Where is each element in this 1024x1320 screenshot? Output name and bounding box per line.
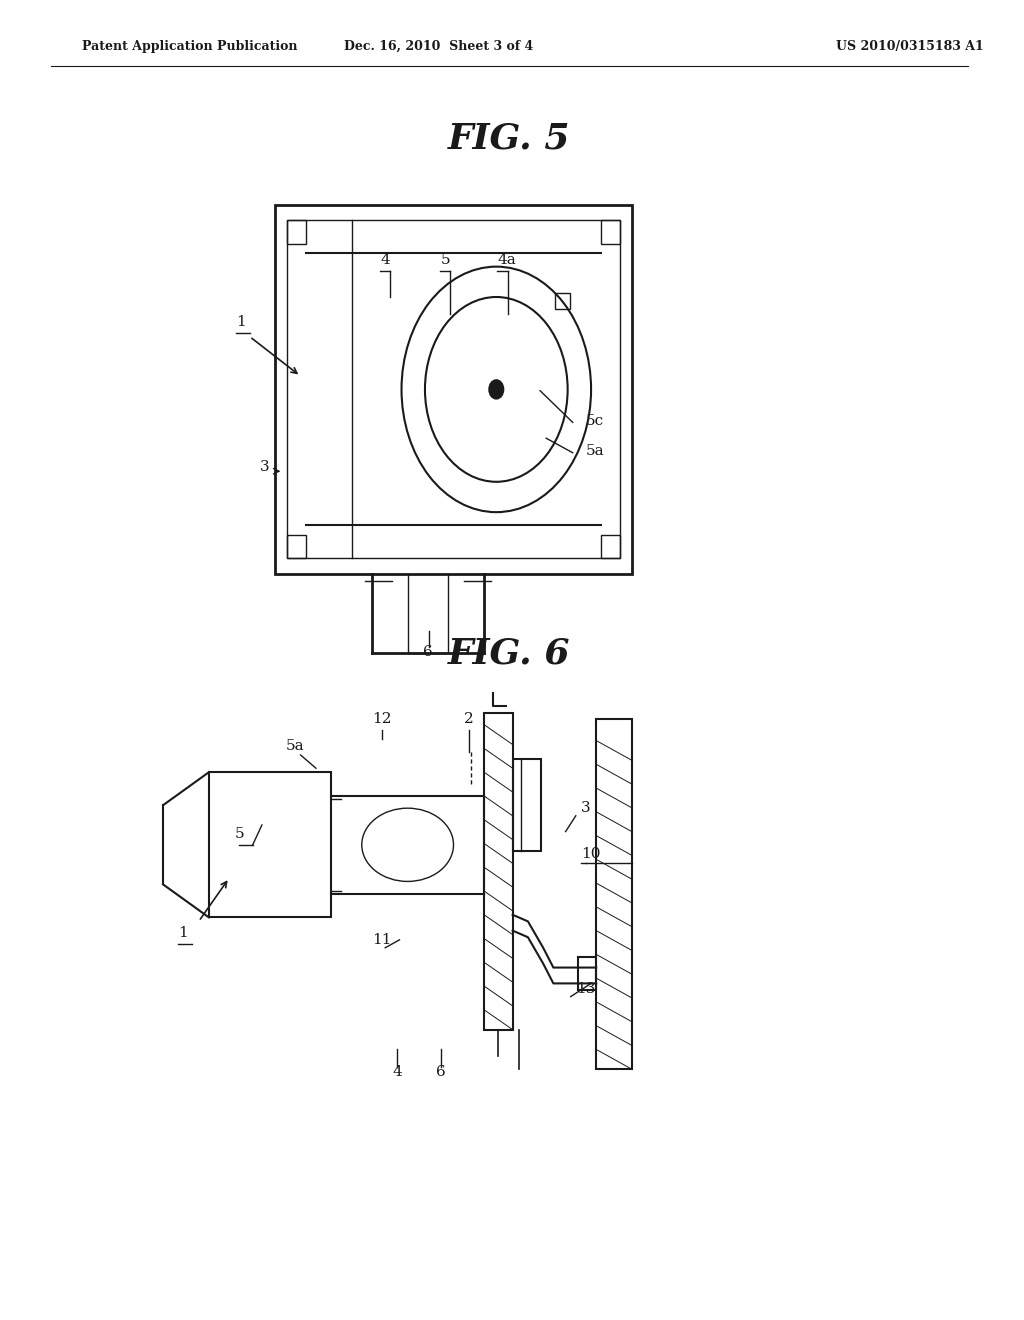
Text: 12: 12 — [372, 713, 391, 726]
Bar — [513, 759, 541, 851]
Bar — [288, 535, 306, 558]
Text: 5: 5 — [234, 828, 244, 841]
Text: 5: 5 — [440, 253, 450, 267]
Text: 11: 11 — [372, 933, 391, 946]
Text: 1: 1 — [237, 315, 246, 329]
Text: US 2010/0315183 A1: US 2010/0315183 A1 — [836, 40, 983, 53]
Text: FIG. 5: FIG. 5 — [449, 121, 570, 156]
Bar — [209, 772, 331, 917]
Text: 10: 10 — [581, 847, 600, 861]
Text: 4a: 4a — [498, 253, 516, 267]
Circle shape — [489, 380, 504, 399]
Text: 5c: 5c — [586, 414, 604, 428]
Text: Dec. 16, 2010  Sheet 3 of 4: Dec. 16, 2010 Sheet 3 of 4 — [344, 40, 532, 53]
Text: 4: 4 — [392, 1065, 402, 1078]
Text: 3: 3 — [581, 801, 591, 814]
Bar — [578, 957, 596, 990]
Text: 2: 2 — [464, 713, 473, 726]
Text: FIG. 6: FIG. 6 — [449, 636, 570, 671]
Text: 4: 4 — [380, 253, 390, 267]
Text: 6: 6 — [423, 645, 433, 659]
Bar — [601, 535, 620, 558]
Text: 6: 6 — [436, 1065, 445, 1078]
Text: 5a: 5a — [586, 445, 604, 458]
Text: 13: 13 — [575, 982, 595, 995]
Bar — [288, 220, 306, 244]
Text: 1: 1 — [178, 927, 188, 940]
Bar — [484, 713, 513, 1030]
Text: 3: 3 — [260, 461, 269, 474]
Text: 5a: 5a — [286, 739, 304, 752]
Bar — [555, 293, 570, 309]
Bar — [596, 719, 632, 1069]
Text: Patent Application Publication: Patent Application Publication — [82, 40, 297, 53]
Bar — [601, 220, 620, 244]
